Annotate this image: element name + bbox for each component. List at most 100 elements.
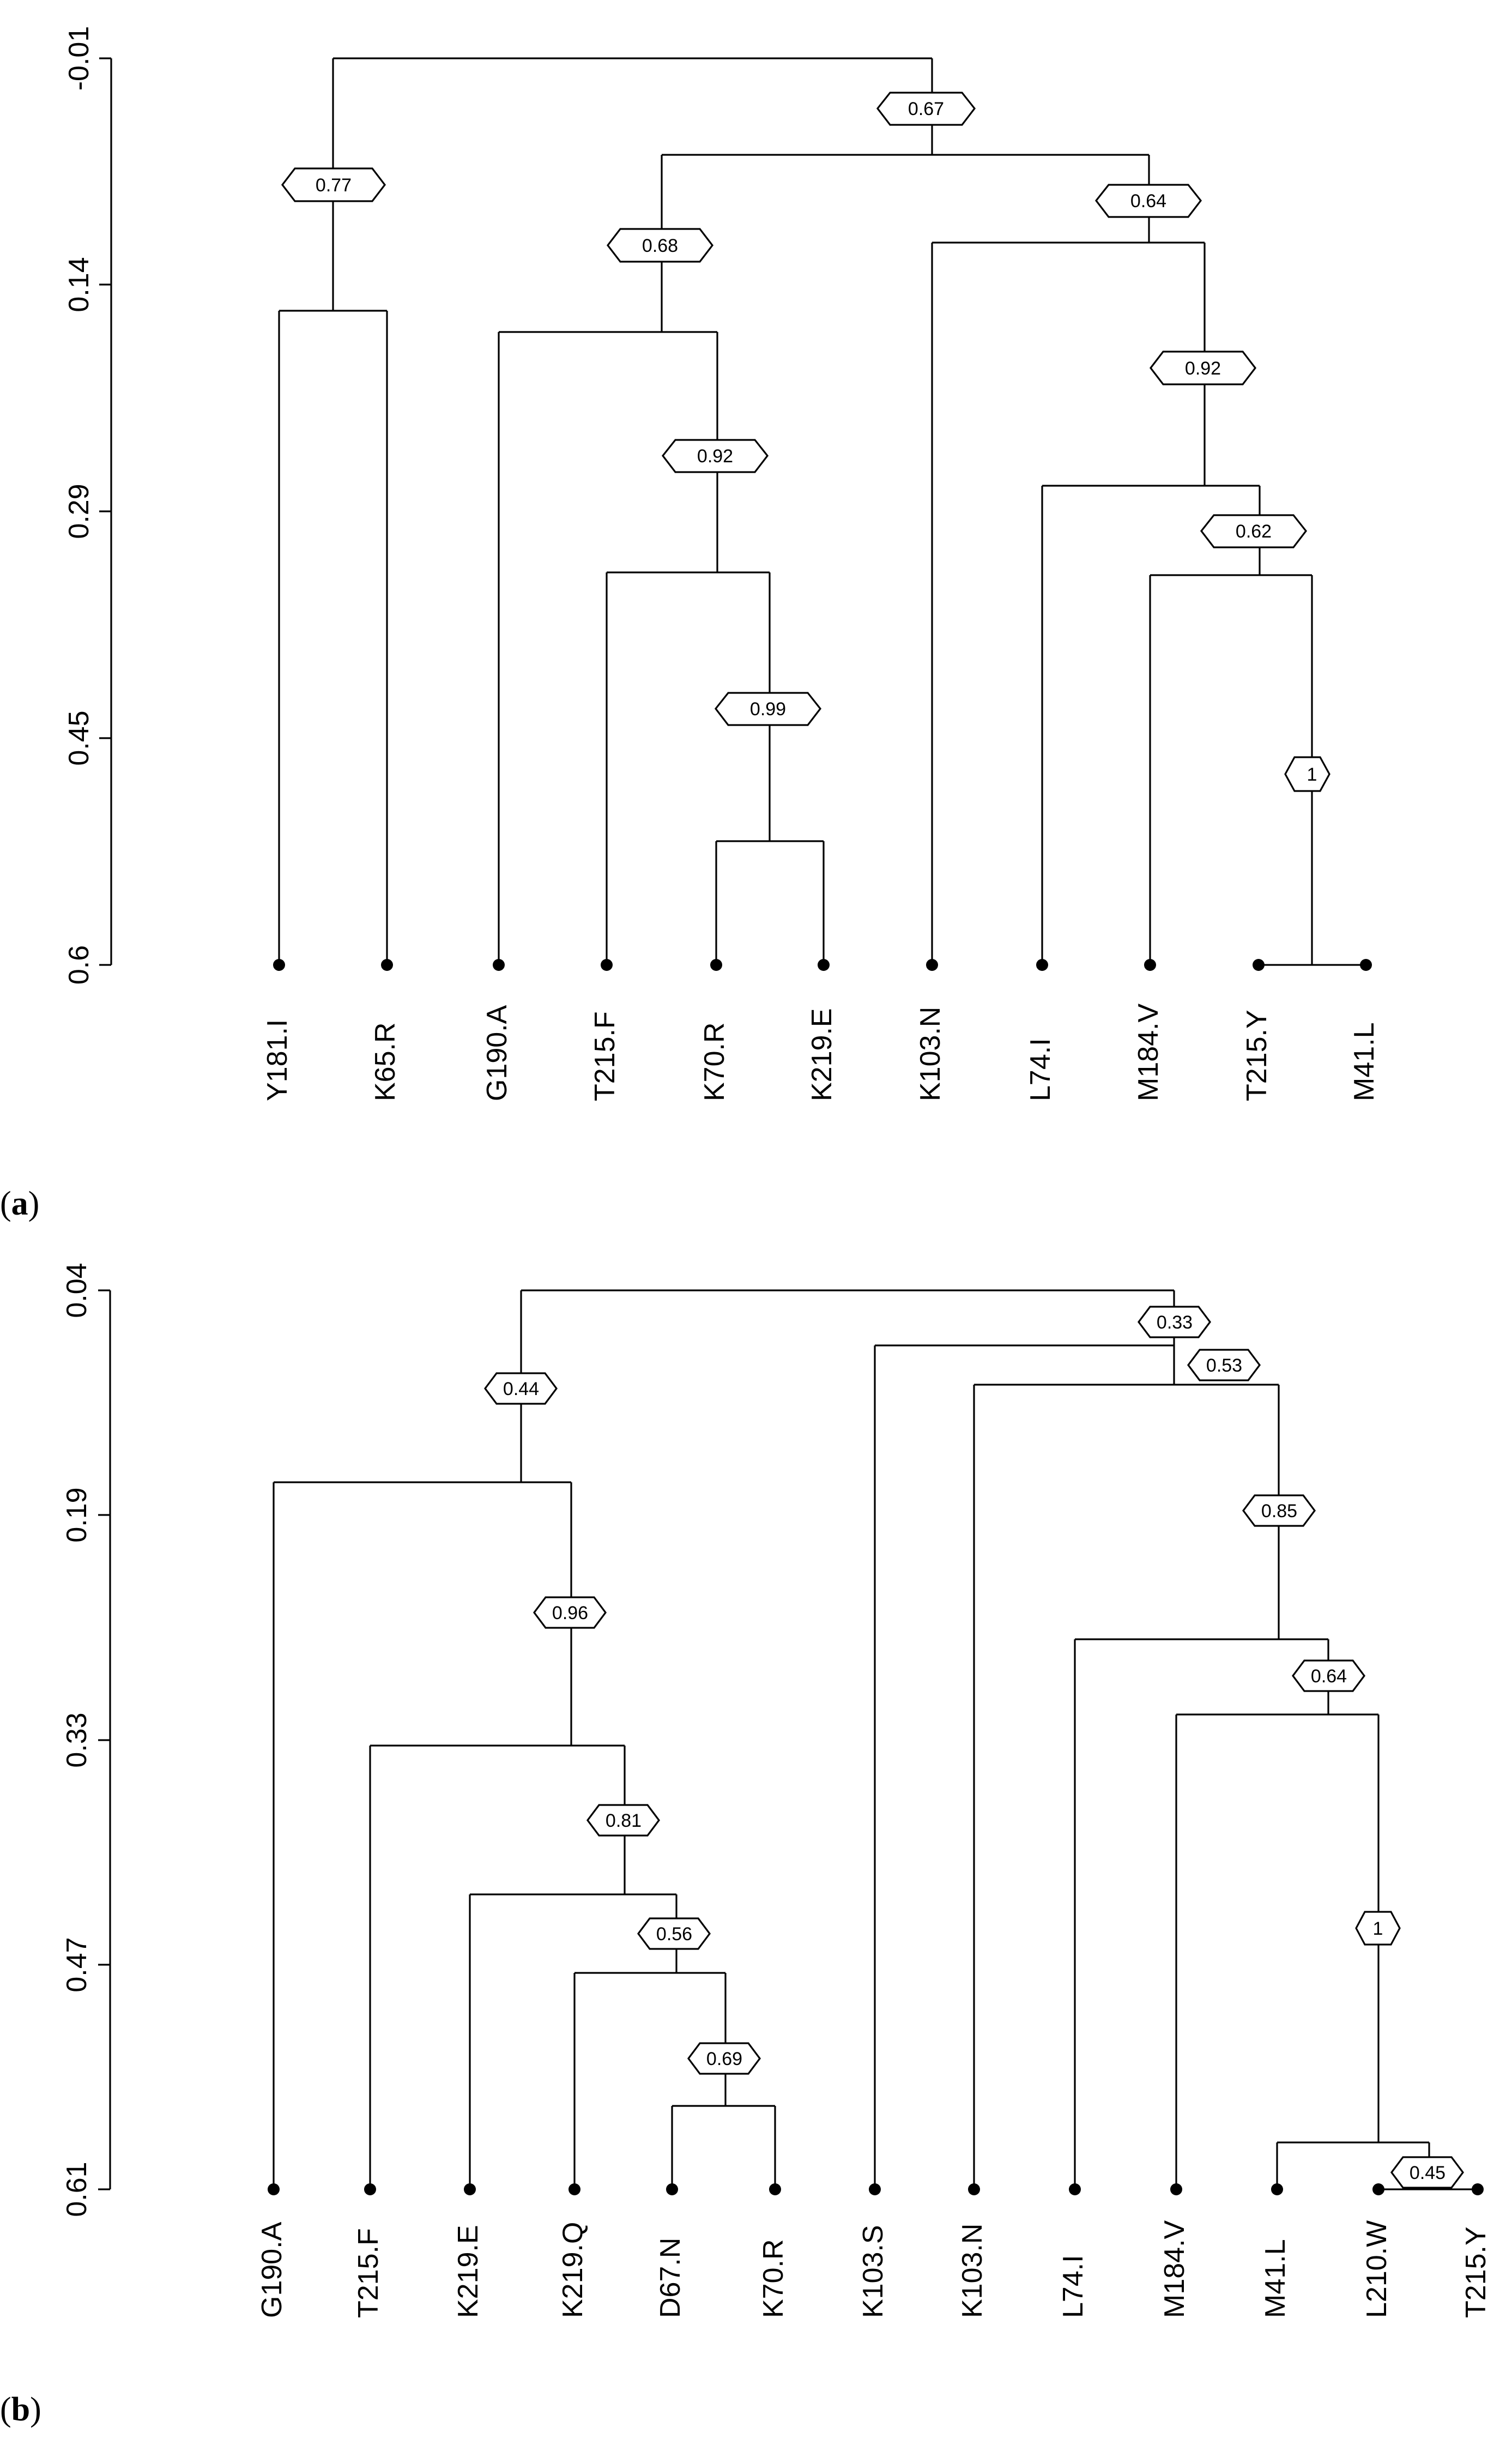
svg-text:0.99: 0.99: [750, 699, 786, 720]
leaf-label: K219.Q: [557, 2222, 589, 2318]
panel-a-badge: 0.64: [1094, 184, 1202, 218]
leaf-dot: [364, 2183, 376, 2195]
leaf-label: Y181.I: [262, 1019, 293, 1101]
leaf-label: K65.R: [370, 1022, 401, 1101]
leaf-dot: [1144, 959, 1156, 971]
panel-b-t215f-branch: [369, 1744, 626, 2189]
panel-a-tick: 0.45: [63, 710, 95, 765]
leaf-label: K219.E: [806, 1008, 838, 1101]
panel-b-badge: 0.81: [586, 1804, 660, 1837]
panel-a-badge: 0.92: [1149, 351, 1257, 385]
leaf-dot: [666, 2183, 678, 2195]
leaf-label: G190.A: [256, 2221, 288, 2318]
svg-text:0.85: 0.85: [1261, 1501, 1297, 1522]
svg-text:0.69: 0.69: [706, 2049, 742, 2069]
leaf-label: K103.N: [957, 2224, 988, 2318]
panel-b-badge: 0.64: [1292, 1659, 1365, 1692]
leaf-label: L74.I: [1057, 2255, 1089, 2318]
leaf-dot: [464, 2183, 476, 2195]
leaf-label: T215.Y: [1460, 2226, 1492, 2318]
panel-a-root-branch: [332, 57, 933, 311]
leaf-dot: [1360, 959, 1372, 971]
panel-a-k70-k219-branch: [715, 840, 825, 965]
panel-a-badge: 0.67: [876, 92, 976, 126]
leaf-label: K219.E: [452, 2225, 484, 2318]
panel-b-badge: 0.33: [1138, 1306, 1211, 1338]
svg-text:0.81: 0.81: [606, 1810, 642, 1831]
leaf-dot: [1170, 2183, 1182, 2195]
leaf-dot: [968, 2183, 980, 2195]
svg-text:0.64: 0.64: [1311, 1666, 1347, 1687]
leaf-dot: [1036, 959, 1048, 971]
leaf-label: D67.N: [655, 2238, 686, 2318]
leaf-label: M41.L: [1348, 1022, 1380, 1101]
panel-b-tick: 0.47: [61, 1937, 93, 1992]
panel-b-y-axis: [98, 1289, 111, 2190]
panel-a-badge: 0.68: [606, 228, 714, 263]
panel-a-badge: 1: [1284, 756, 1330, 792]
svg-text:0.53: 0.53: [1206, 1355, 1242, 1376]
panel-b-tick: 0.04: [61, 1263, 93, 1318]
leaf-dot: [1372, 2183, 1384, 2195]
panel-b-root-branch: [520, 1289, 1175, 1482]
panel-b-badge: 0.44: [484, 1372, 558, 1405]
leaf-label: K70.R: [758, 2239, 789, 2318]
panel-b-m184-branch: [1175, 1713, 1380, 2189]
svg-text:0.92: 0.92: [1185, 358, 1221, 379]
panel-b-l74-branch: [1074, 1638, 1329, 2189]
panel-a-badge: 0.62: [1200, 514, 1308, 548]
leaf-label: T215.Y: [1241, 1010, 1273, 1101]
leaf-label: L74.I: [1025, 1038, 1056, 1101]
leaf-label: M41.L: [1260, 2239, 1291, 2318]
leaf-label: L210.W: [1361, 2220, 1393, 2318]
panel-b-badge: 0.53: [1187, 1349, 1261, 1381]
panel-b-d67-k70-branch: [671, 2105, 776, 2189]
panel-a-g190-branch: [498, 331, 718, 965]
leaf-dot: [1472, 2183, 1484, 2195]
svg-text:0.56: 0.56: [656, 1924, 692, 1945]
leaf-label: K103.N: [915, 1007, 946, 1101]
svg-text:0.96: 0.96: [552, 1603, 588, 1623]
panel-b-label: (b): [0, 2391, 41, 2428]
panel-b-badge: 1: [1355, 1911, 1401, 1946]
panel-b-left-branch: [273, 1481, 572, 2189]
leaf-label: M184.V: [1133, 1003, 1164, 1101]
svg-text:0.64: 0.64: [1130, 191, 1166, 212]
panel-b-badge: 0.85: [1242, 1494, 1316, 1527]
leaf-label: T215.F: [589, 1011, 621, 1101]
leaf-label: T215.F: [353, 2228, 384, 2318]
panel-a: -0.01 0.14 0.29 0.45 0.6 Y181.I K65.R G1…: [0, 26, 1380, 1222]
panel-b-badge: 0.45: [1390, 2156, 1464, 2189]
svg-text:0.77: 0.77: [316, 175, 352, 196]
leaf-dot: [710, 959, 722, 971]
leaf-dot: [926, 959, 938, 971]
leaf-label: G190.A: [481, 1005, 513, 1101]
svg-text:0.44: 0.44: [503, 1379, 539, 1399]
svg-text:0.45: 0.45: [1410, 2163, 1446, 2183]
panel-b-k219q-branch: [573, 1972, 727, 2189]
panel-a-tick: 0.6: [63, 945, 95, 985]
panel-b-badge: 0.56: [637, 1917, 711, 1950]
leaf-label: M184.V: [1159, 2220, 1190, 2318]
leaf-dot: [493, 959, 505, 971]
panel-b-k103n-branch: [973, 1384, 1280, 2189]
svg-text:0.92: 0.92: [697, 446, 733, 467]
panel-b-tick: 0.33: [61, 1712, 93, 1767]
leaf-dot: [869, 2183, 881, 2195]
leaf-dot: [818, 959, 830, 971]
svg-text:0.62: 0.62: [1236, 521, 1272, 542]
leaf-label: K103.S: [857, 2225, 889, 2318]
svg-text:1: 1: [1307, 764, 1317, 785]
panel-b-k103s-branch: [874, 1344, 1175, 2189]
panel-a-y-axis: [99, 57, 112, 966]
leaf-dot: [268, 2183, 280, 2195]
leaf-dot: [769, 2183, 781, 2195]
leaf-dot: [568, 2183, 580, 2195]
panel-b-badge: 0.69: [687, 2042, 761, 2075]
panel-a-tick: 0.29: [63, 484, 95, 539]
leaf-dot: [381, 959, 393, 971]
svg-text:0.33: 0.33: [1157, 1312, 1193, 1333]
leaf-dot: [273, 959, 285, 971]
panel-a-tick: -0.01: [63, 26, 95, 91]
panel-a-badge: 0.99: [714, 692, 822, 726]
